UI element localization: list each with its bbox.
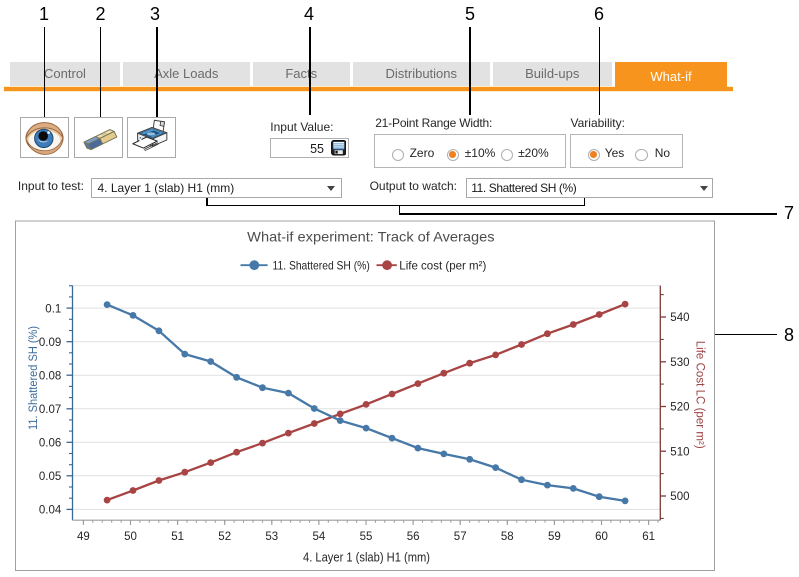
svg-text:53: 53 [265, 531, 278, 543]
svg-text:57: 57 [454, 531, 467, 543]
svg-text:0.1: 0.1 [45, 303, 61, 315]
svg-text:0.06: 0.06 [39, 438, 61, 450]
svg-text:60: 60 [595, 531, 608, 543]
svg-text:51: 51 [171, 531, 184, 543]
svg-text:0.08: 0.08 [39, 370, 61, 382]
svg-text:49: 49 [77, 531, 90, 543]
svg-text:Life cost (per m²): Life cost (per m²) [399, 259, 486, 273]
svg-text:59: 59 [548, 531, 561, 543]
svg-text:61: 61 [642, 531, 655, 543]
svg-text:510: 510 [670, 446, 689, 458]
svg-text:55: 55 [360, 531, 373, 543]
svg-text:0.05: 0.05 [39, 471, 61, 483]
svg-text:58: 58 [501, 531, 514, 543]
svg-text:0.07: 0.07 [39, 404, 61, 416]
svg-text:500: 500 [670, 491, 689, 503]
svg-text:Life Cost LC (per m²): Life Cost LC (per m²) [694, 341, 706, 449]
svg-text:4. Layer 1 (slab) H1 (mm): 4. Layer 1 (slab) H1 (mm) [303, 551, 430, 565]
svg-text:50: 50 [124, 531, 137, 543]
svg-text:52: 52 [218, 531, 231, 543]
svg-text:530: 530 [670, 357, 689, 369]
svg-text:11. Shattered SH (%): 11. Shattered SH (%) [28, 326, 40, 430]
svg-text:11. Shattered SH (%): 11. Shattered SH (%) [273, 259, 370, 273]
svg-text:56: 56 [407, 531, 420, 543]
svg-text:What-if experiment: Track of A: What-if experiment: Track of Averages [247, 228, 494, 244]
svg-text:540: 540 [670, 312, 689, 324]
svg-text:0.09: 0.09 [39, 337, 61, 349]
svg-text:0.04: 0.04 [39, 505, 62, 517]
svg-text:54: 54 [313, 531, 326, 543]
svg-text:520: 520 [670, 402, 689, 414]
